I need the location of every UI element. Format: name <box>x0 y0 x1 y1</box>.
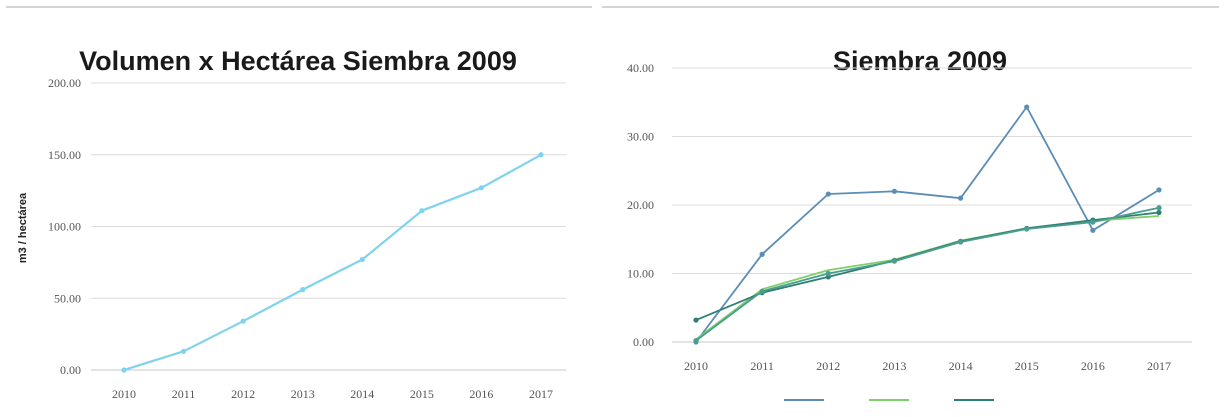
x-tick-label: 2013 <box>291 387 315 401</box>
chart-panel-volumen: Volumen x Hectárea Siembra 2009 m3 / hec… <box>6 6 592 413</box>
data-point <box>891 188 898 194</box>
x-tick-label: 2017 <box>529 387 553 401</box>
data-point <box>957 239 964 245</box>
data-point <box>1156 187 1162 193</box>
data-point <box>121 367 127 373</box>
x-tick-label: 2012 <box>231 387 255 401</box>
data-point <box>759 251 765 257</box>
chart-panel-siembra: Siembra 2009 0.00 10.00 20.00 30.00 40.00 201… <box>602 6 1219 413</box>
series-line <box>695 106 1160 343</box>
data-point <box>240 318 246 324</box>
y-tick-label: 0.00 <box>633 335 654 349</box>
y-tick-label: 10.00 <box>627 267 654 281</box>
data-point <box>825 270 831 277</box>
series-line <box>695 215 1160 341</box>
x-tick-label: 2014 <box>949 359 973 373</box>
series-line <box>123 153 542 372</box>
data-point <box>957 195 964 201</box>
data-point <box>693 317 699 323</box>
data-point <box>825 191 831 197</box>
data-point <box>1024 104 1030 110</box>
x-tick-label: 2016 <box>1081 359 1105 373</box>
chart-title: Volumen x Hectárea Siembra 2009 <box>79 46 517 76</box>
x-tick-label: 2015 <box>1015 359 1039 373</box>
siembra-chart-svg: Siembra 2009 0.00 10.00 20.00 30.00 40.00 201… <box>627 46 1192 401</box>
y-tick-label: 100.00 <box>48 220 81 234</box>
y-tick-label: 0.00 <box>60 363 81 377</box>
data-point <box>1156 209 1162 216</box>
data-point <box>1024 226 1030 232</box>
data-point <box>693 338 699 344</box>
data-point <box>1090 219 1096 225</box>
x-tick-label: 2017 <box>1147 359 1171 373</box>
x-tick-label: 2011 <box>172 387 196 401</box>
chart-title: Siembra 2009 <box>833 46 1007 76</box>
data-point <box>300 287 306 293</box>
x-tick-label: 2010 <box>112 387 136 401</box>
series-line <box>695 206 1160 342</box>
data-point <box>419 208 425 214</box>
y-tick-label: 20.00 <box>627 198 654 212</box>
y-tick-label: 200.00 <box>48 76 81 90</box>
data-point <box>478 185 485 191</box>
x-tick-label: 2013 <box>882 359 906 373</box>
data-point <box>1156 205 1162 211</box>
x-tick-label: 2015 <box>410 387 434 401</box>
volumen-chart-svg: Volumen x Hectárea Siembra 2009 m3 / hec… <box>17 46 566 401</box>
y-axis-label: m3 / hectárea <box>17 192 29 263</box>
x-tick-label: 2012 <box>816 359 840 373</box>
y-tick-label: 40.00 <box>627 61 654 75</box>
x-tick-label: 2014 <box>350 387 374 401</box>
data-point <box>759 288 765 294</box>
x-tick-label: 2016 <box>469 387 493 401</box>
y-tick-label: 50.00 <box>54 291 81 305</box>
data-point <box>891 258 898 264</box>
data-point <box>538 152 544 158</box>
data-point <box>359 256 365 263</box>
x-tick-label: 2011 <box>750 359 774 373</box>
y-tick-label: 30.00 <box>627 130 654 144</box>
x-tick-label: 2010 <box>684 359 708 373</box>
data-point <box>180 348 187 354</box>
series-line <box>695 211 1160 321</box>
y-tick-label: 150.00 <box>48 148 81 162</box>
data-point <box>1090 227 1096 233</box>
